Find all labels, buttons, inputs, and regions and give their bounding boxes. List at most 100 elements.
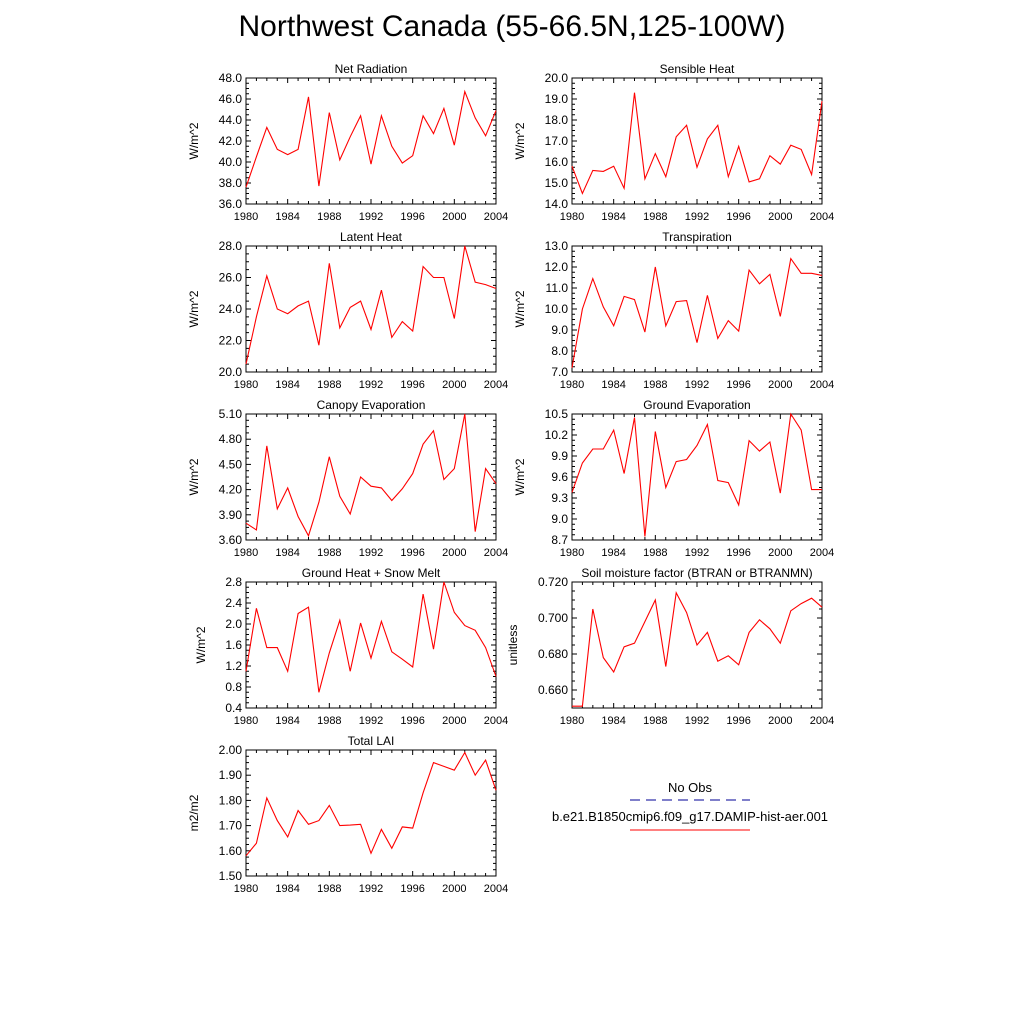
soil-moisture-factor-btran-or-btranmn-xtick-label: 1988 — [643, 715, 667, 727]
sensible-heat-xtick-label: 1996 — [726, 211, 750, 223]
canopy-evaporation-xtick-label: 1988 — [317, 547, 341, 559]
latent-heat-title: Latent Heat — [340, 230, 403, 244]
soil-moisture-factor-btran-or-btranmn-xtick-label: 1980 — [560, 715, 584, 727]
canopy-evaporation-ytick-label: 3.60 — [219, 533, 243, 547]
net-radiation-ytick-label: 48.0 — [219, 71, 243, 85]
soil-moisture-factor-btran-or-btranmn-series-line — [572, 591, 823, 707]
canopy-evaporation-ytick-label: 4.50 — [219, 457, 243, 471]
net-radiation-xtick-label: 1996 — [400, 211, 424, 223]
canopy-evaporation-xtick-label: 2000 — [442, 547, 466, 559]
ground-heat-snow-melt-ytick-label: 1.6 — [225, 638, 242, 652]
canopy-evaporation-xtick-label: 1984 — [275, 547, 299, 559]
ground-heat-snow-melt-xtick-label: 1996 — [400, 715, 424, 727]
soil-moisture-factor-btran-or-btranmn-xtick-label: 2000 — [768, 715, 792, 727]
sensible-heat-xtick-label: 1988 — [643, 211, 667, 223]
ground-heat-snow-melt-ytick-label: 2.0 — [225, 617, 242, 631]
ground-evaporation-xtick-label: 2004 — [810, 547, 834, 559]
ground-heat-snow-melt-ytick-label: 0.8 — [225, 680, 242, 694]
total-lai-ylabel: m2/m2 — [187, 794, 201, 831]
total-lai-xtick-label: 1980 — [234, 883, 258, 895]
latent-heat-ytick-label: 26.0 — [219, 271, 243, 285]
ground-evaporation-ytick-label: 9.6 — [551, 470, 568, 484]
total-lai-title: Total LAI — [348, 734, 395, 748]
ground-evaporation-ytick-label: 10.2 — [545, 428, 569, 442]
sensible-heat-xtick-label: 1980 — [560, 211, 584, 223]
total-lai-series-line — [245, 751, 497, 857]
canopy-evaporation-title: Canopy Evaporation — [317, 398, 426, 412]
total-lai-xtick-label: 1992 — [359, 883, 383, 895]
sensible-heat-xtick-label: 1984 — [601, 211, 625, 223]
total-lai-ytick-label: 1.60 — [219, 844, 243, 858]
ground-evaporation-xtick-label: 2000 — [768, 547, 792, 559]
ground-heat-snow-melt-title: Ground Heat + Snow Melt — [302, 566, 441, 580]
total-lai-ytick-label: 2.00 — [219, 743, 243, 757]
net-radiation-ytick-label: 36.0 — [219, 197, 243, 211]
ground-heat-snow-melt-frame — [245, 581, 497, 709]
sensible-heat-ytick-label: 16.0 — [545, 155, 569, 169]
net-radiation-ytick-label: 42.0 — [219, 134, 243, 148]
ground-heat-snow-melt-ytick-label: 1.2 — [225, 659, 242, 673]
canopy-evaporation-xtick-label: 2004 — [484, 547, 508, 559]
ground-evaporation-ytick-label: 9.9 — [551, 449, 568, 463]
latent-heat-ylabel: W/m^2 — [187, 290, 201, 327]
latent-heat-ytick-label: 22.0 — [219, 334, 243, 348]
total-lai-xtick-label: 2000 — [442, 883, 466, 895]
total-lai-xtick-label: 1988 — [317, 883, 341, 895]
transpiration-ytick-label: 8.0 — [551, 344, 568, 358]
panel-transpiration: Transpiration W/m^2 7.0 8.0 9.0 10.0 11.0 12.0 1… — [513, 230, 834, 391]
ground-heat-snow-melt-xtick-label: 1984 — [275, 715, 299, 727]
transpiration-ytick-label: 10.0 — [545, 302, 569, 316]
net-radiation-xtick-label: 1980 — [234, 211, 258, 223]
sensible-heat-xtick-label: 2004 — [810, 211, 834, 223]
latent-heat-ytick-label: 24.0 — [219, 302, 243, 316]
ground-heat-snow-melt-xtick-label: 2004 — [484, 715, 508, 727]
ground-evaporation-xtick-label: 1980 — [560, 547, 584, 559]
ground-heat-snow-melt-xtick-label: 1992 — [359, 715, 383, 727]
soil-moisture-factor-btran-or-btranmn-xtick-label: 2004 — [810, 715, 834, 727]
ground-heat-snow-melt-series-line — [245, 581, 497, 693]
ground-evaporation-series-line — [571, 412, 822, 537]
sensible-heat-xtick-label: 2000 — [768, 211, 792, 223]
sensible-heat-frame — [571, 77, 823, 205]
canopy-evaporation-series-line — [245, 413, 497, 538]
sensible-heat-ytick-label: 14.0 — [545, 197, 569, 211]
soil-moisture-factor-btran-or-btranmn-xtick-label: 1996 — [726, 715, 750, 727]
net-radiation-xtick-label: 2000 — [442, 211, 466, 223]
total-lai-xtick-label: 2004 — [484, 883, 508, 895]
latent-heat-xtick-label: 1984 — [275, 379, 299, 391]
panel-total-lai: Total LAI m2/m2 1.50 1.60 1.70 1.80 1.90 2.00 19… — [187, 734, 508, 895]
net-radiation-ylabel: W/m^2 — [187, 122, 201, 159]
transpiration-xtick-label: 1988 — [643, 379, 667, 391]
latent-heat-xtick-label: 1992 — [359, 379, 383, 391]
total-lai-ytick-label: 1.80 — [219, 793, 243, 807]
transpiration-ylabel: W/m^2 — [513, 290, 527, 327]
canopy-evaporation-frame — [245, 413, 497, 541]
transpiration-xtick-label: 1992 — [685, 379, 709, 391]
transpiration-ytick-label: 13.0 — [545, 239, 569, 253]
transpiration-series-line — [571, 257, 823, 368]
soil-moisture-factor-btran-or-btranmn-ytick-label: 0.680 — [538, 647, 568, 661]
soil-moisture-factor-btran-or-btranmn-xtick-label: 1992 — [685, 715, 709, 727]
ground-heat-snow-melt-ytick-label: 2.8 — [225, 575, 242, 589]
transpiration-xtick-label: 2000 — [768, 379, 792, 391]
ground-evaporation-ytick-label: 8.7 — [551, 533, 568, 547]
transpiration-xtick-label: 2004 — [810, 379, 834, 391]
ground-evaporation-xtick-label: 1984 — [601, 547, 625, 559]
ground-heat-snow-melt-ylabel: W/m^2 — [194, 626, 208, 663]
latent-heat-frame — [245, 245, 497, 373]
latent-heat-ytick-label: 28.0 — [219, 239, 243, 253]
sensible-heat-ytick-label: 17.0 — [545, 134, 569, 148]
latent-heat-xtick-label: 1996 — [400, 379, 424, 391]
net-radiation-ytick-label: 44.0 — [219, 113, 243, 127]
panel-net-radiation: Net Radiation W/m^2 36.0 38.0 40.0 42.0 44.0 46… — [187, 62, 508, 223]
panel-sensible-heat: Sensible Heat W/m^2 14.0 15.0 16.0 17.0 18.0 19… — [513, 62, 834, 223]
ground-heat-snow-melt-ytick-label: 2.4 — [225, 596, 242, 610]
ground-heat-snow-melt-xtick-label: 1988 — [317, 715, 341, 727]
sensible-heat-xtick-label: 1992 — [685, 211, 709, 223]
transpiration-ytick-label: 9.0 — [551, 323, 568, 337]
net-radiation-ytick-label: 40.0 — [219, 155, 243, 169]
latent-heat-xtick-label: 2000 — [442, 379, 466, 391]
panel-soil-moisture-factor-btran-or-btranmn: Soil moisture factor (BTRAN or BTRANMN) u… — [506, 566, 834, 727]
canopy-evaporation-xtick-label: 1980 — [234, 547, 258, 559]
